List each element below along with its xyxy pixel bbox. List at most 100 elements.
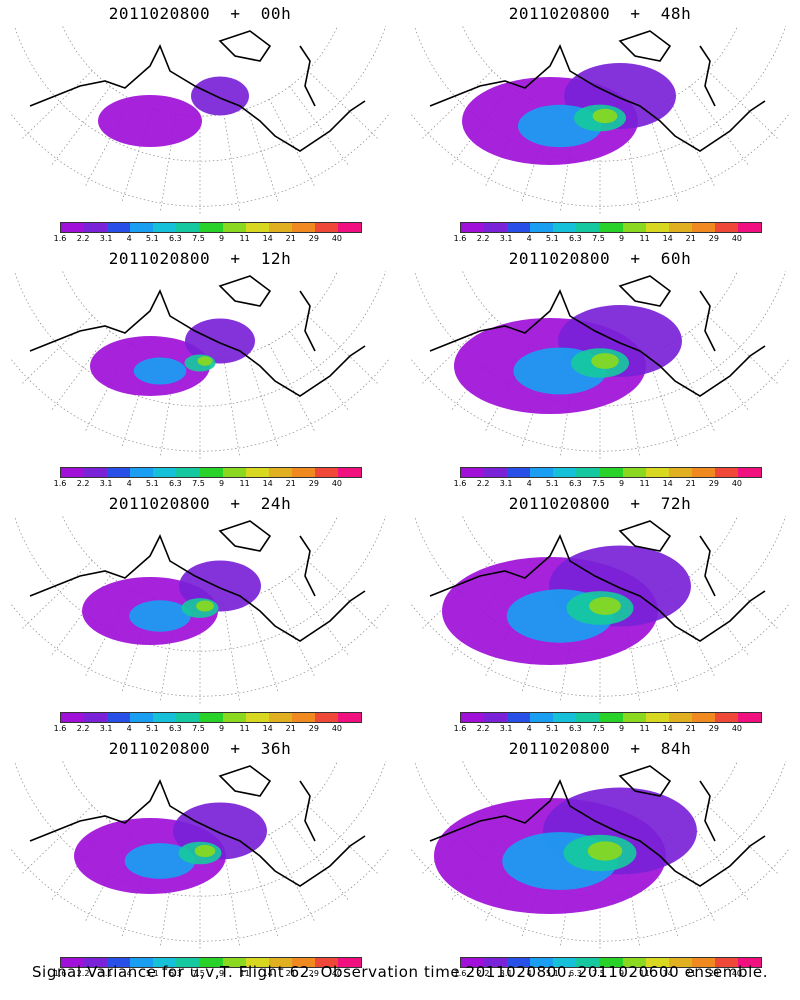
longitude-gridline (307, 70, 380, 141)
coastline (429, 765, 766, 887)
colorbar-segment (553, 223, 577, 232)
colorbar-segment (61, 958, 85, 967)
longitude-gridline (289, 821, 350, 902)
colorbar-segment (245, 958, 269, 967)
colorbar-tick-label: 4 (526, 234, 532, 243)
longitude-gridline (707, 315, 780, 386)
colorbar-tick-label: 2.2 (476, 234, 490, 243)
coastline (429, 520, 766, 642)
colorbar-tick-label: 4 (526, 479, 532, 488)
colorbar-tick-label: 5.1 (545, 969, 559, 978)
colorbar-tick-label: 5.1 (145, 969, 159, 978)
colorbar-tick-label: 5.1 (545, 724, 559, 733)
polar-stereographic-map (410, 26, 790, 216)
colorbar-segment (61, 713, 85, 722)
colorbar-tick-label: 11 (639, 234, 650, 243)
longitude-gridline (20, 805, 93, 876)
colorbar-tick-label: 14 (662, 479, 673, 488)
panel-title: 2011020800 + 48h (400, 4, 800, 23)
latitude-gridline (414, 271, 786, 407)
colorbar-tick-label: 9 (218, 234, 225, 243)
colorbar-tick-label: 7.5 (192, 969, 205, 978)
colorbar-tick-label: 3.1 (99, 234, 113, 243)
polar-stereographic-map (10, 271, 390, 461)
colorbar-tick-label: 2.2 (476, 479, 490, 488)
longitude-gridline (223, 114, 241, 213)
colorbar-tick-label: 29 (308, 724, 319, 733)
colorbar-segment (714, 713, 738, 722)
colorbar-tick-label: 21 (285, 724, 296, 733)
forecast-panel: 2011020800 + 84h 1.6 2.2 3.1 4 5.1 6.3 7.5 9 11 14… (400, 735, 800, 980)
colorbar-segment (553, 713, 577, 722)
colorbar-segment (107, 223, 131, 232)
colorbar-tick-label: 9 (618, 724, 625, 733)
colorbar-tick-label: 7.5 (192, 724, 205, 733)
colorbar-tick-label: 40 (731, 234, 743, 243)
colorbar-tick-label: 29 (708, 724, 719, 733)
latitude-gridline (410, 847, 790, 942)
colorbar-segment (599, 713, 623, 722)
colorbar-segment (530, 223, 554, 232)
variance-contour (133, 357, 187, 385)
colorbar-segment (314, 223, 338, 232)
longitude-gridline (307, 560, 380, 631)
latitude-gridline (14, 516, 386, 652)
colorbar-tick-label: 21 (685, 724, 696, 733)
latitude-gridline (414, 761, 786, 897)
colorbar-segment (176, 713, 200, 722)
colorbar-labels: 1.6 2.2 3.1 4 5.1 6.3 7.5 9 11 14 21 29 40 (454, 969, 760, 979)
longitude-gridline (307, 315, 380, 386)
panel-lead-time: 24h (260, 494, 292, 513)
colorbar-segment (84, 223, 108, 232)
longitude-gridline (689, 576, 750, 657)
colorbar-tick-label: 21 (285, 479, 296, 488)
colorbar-tick-label: 21 (685, 479, 696, 488)
polar-stereographic-map (10, 26, 390, 216)
colorbar-segment (484, 958, 508, 967)
latitude-gridline (414, 26, 786, 162)
longitude-gridline (20, 315, 93, 386)
colorbar-labels: 1.6 2.2 3.1 4 5.1 6.3 7.5 9 11 14 21 29 40 (454, 479, 760, 489)
longitude-gridline (20, 70, 93, 141)
colorbar-labels: 1.6 2.2 3.1 4 5.1 6.3 7.5 9 11 14 21 29 40 (54, 724, 360, 734)
colorbar-segment (530, 468, 554, 477)
variance-contour (592, 108, 618, 124)
panel-plus: + (610, 494, 661, 513)
colorbar-segment (268, 223, 292, 232)
forecast-panel: 2011020800 + 12h 1.6 2.2 3.1 4 5.1 6.3 7.5 9 11 14… (0, 245, 400, 490)
polar-stereographic-map (410, 516, 790, 706)
colorbar-tick-label: 9 (618, 234, 625, 243)
colorbar-segment (268, 713, 292, 722)
colorbar-tick-label: 7.5 (592, 479, 605, 488)
colorbar-tick-label: 11 (239, 479, 250, 488)
colorbar-tick-label: 14 (262, 479, 273, 488)
colorbar-segment (622, 958, 646, 967)
colorbar-segment (61, 468, 85, 477)
colorbar-segment (553, 468, 577, 477)
colorbar-tick-label: 9 (218, 969, 225, 978)
colorbar (460, 467, 762, 478)
colorbar (60, 712, 362, 723)
colorbar-segment (130, 468, 154, 477)
polar-stereographic-map (10, 516, 390, 706)
colorbar-labels: 1.6 2.2 3.1 4 5.1 6.3 7.5 9 11 14 21 29 40 (454, 724, 760, 734)
colorbar-segment (714, 468, 738, 477)
panel-lead-time: 00h (260, 4, 292, 23)
colorbar-tick-label: 40 (731, 969, 743, 978)
colorbar-segment (176, 223, 200, 232)
colorbar-tick-label: 29 (708, 234, 719, 243)
polar-stereographic-map (410, 271, 790, 461)
panel-title: 2011020800 + 12h (0, 249, 400, 268)
colorbar-tick-label: 40 (731, 724, 743, 733)
colorbar (460, 712, 762, 723)
colorbar-segment (599, 958, 623, 967)
colorbar-tick-label: 7.5 (192, 479, 205, 488)
coastline (29, 520, 366, 642)
colorbar-tick-label: 9 (618, 479, 625, 488)
colorbar (60, 957, 362, 968)
colorbar-segment (107, 958, 131, 967)
colorbar-segment (107, 713, 131, 722)
latitude-gridline (14, 271, 386, 407)
colorbar-segment (484, 223, 508, 232)
polar-stereographic-map (410, 761, 790, 951)
